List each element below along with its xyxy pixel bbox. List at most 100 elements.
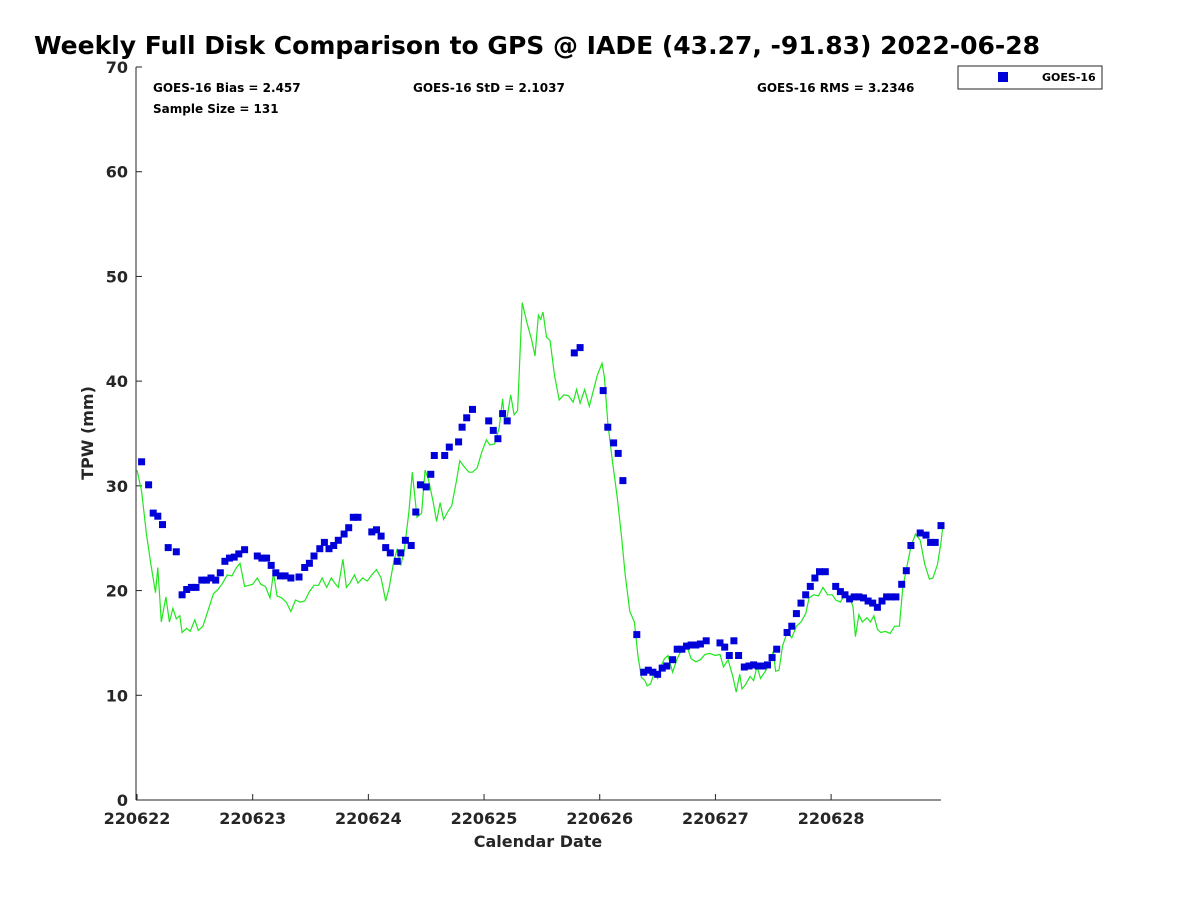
goes16-point [907,542,915,549]
goes16-point [696,640,704,648]
goes16-point [802,591,810,599]
goes16-point [412,508,420,516]
goes16-point [764,661,771,669]
goes16-point [397,549,405,557]
goes16-point [599,387,607,395]
goes16-point [154,512,162,520]
goes16-point [832,582,840,590]
goes16-point [253,552,261,560]
goes16-point [570,349,578,357]
goes16-point [673,645,681,653]
goes16-scatter-series [138,344,945,678]
x-tick-label: 220624 [335,809,402,828]
chart-title: Weekly Full Disk Comparison to GPS @ IAD… [34,31,1040,60]
goes16-point [841,591,849,599]
goes16-point [811,574,819,582]
goes16-point [619,477,627,485]
goes16-point [272,569,280,577]
goes16-point [145,481,153,489]
y-tick-label: 10 [106,686,128,705]
goes16-point [212,576,220,584]
goes16-point [773,645,781,653]
plot-area [136,67,941,800]
goes16-point [377,532,385,540]
goes16-point [340,530,348,538]
goes16-point [198,576,206,584]
goes16-point [441,452,449,459]
goes16-point [382,544,390,552]
goes16-point [187,583,195,591]
goes16-point [846,595,854,603]
goes16-point [281,572,289,580]
goes16-point [221,557,229,565]
y-tick-label: 30 [106,477,128,496]
goes16-point [216,569,224,577]
goes16-point [873,603,881,611]
goes16-point [604,423,612,431]
goes16-point [898,580,906,588]
goes16-point [860,594,867,602]
stat-sample-size: Sample Size = 131 [153,102,279,116]
goes16-point [401,536,409,544]
goes16-point [230,553,238,561]
goes16-point [721,643,729,651]
y-axis: 0 10 20 30 40 50 60 70 [106,58,142,810]
goes16-point [458,423,466,431]
goes16-point [792,610,800,618]
goes16-point [692,641,700,649]
x-axis-label: Calendar Date [474,832,603,851]
goes16-point [267,561,275,569]
goes16-point [725,652,733,659]
goes16-point [334,536,342,544]
goes16-point [276,572,284,580]
x-tick-label: 220627 [682,809,749,828]
stat-bias: GOES-16 Bias = 2.457 [153,81,301,95]
goes16-point [640,668,648,676]
goes16-point [416,481,424,489]
goes16-point [927,538,935,546]
goes16-point [916,529,924,537]
goes16-point [368,528,376,536]
goes16-point [445,443,453,451]
goes16-point [740,663,748,671]
goes16-point [263,554,271,562]
goes16-point [149,509,157,517]
goes16-point [287,574,295,582]
stat-std: GOES-16 StD = 2.1037 [413,81,565,95]
goes16-point [485,417,493,425]
goes16-point [310,552,318,560]
goes16-point [855,593,863,601]
y-tick-label: 40 [106,372,128,391]
goes16-point [494,435,502,443]
goes16-point [241,546,249,554]
goes16-point [759,662,767,670]
goes16-point [178,591,186,599]
goes16-point [797,599,805,607]
goes16-point [138,458,146,466]
goes16-point [235,550,243,558]
y-tick-label: 50 [106,267,128,286]
goes16-point [644,666,652,674]
goes16-point [354,513,362,521]
goes16-point [663,662,671,670]
x-tick-label: 220626 [566,809,633,828]
goes16-point [806,582,814,590]
goes16-point [207,574,215,582]
plot-frame [136,67,941,800]
goes16-point [192,583,200,591]
goes16-point [683,642,690,650]
goes16-point [316,545,324,553]
goes16-point [678,645,686,653]
goes16-point [305,559,313,567]
goes16-point [469,405,476,413]
y-tick-label: 0 [117,791,128,810]
goes16-point [325,545,333,553]
y-tick-label: 60 [106,163,128,182]
stat-rms: GOES-16 RMS = 3.2346 [757,81,914,95]
goes16-point [393,557,401,565]
goes16-point [164,544,172,552]
legend-box [957,65,1103,90]
goes16-point [783,629,791,636]
goes16-point [702,637,710,645]
